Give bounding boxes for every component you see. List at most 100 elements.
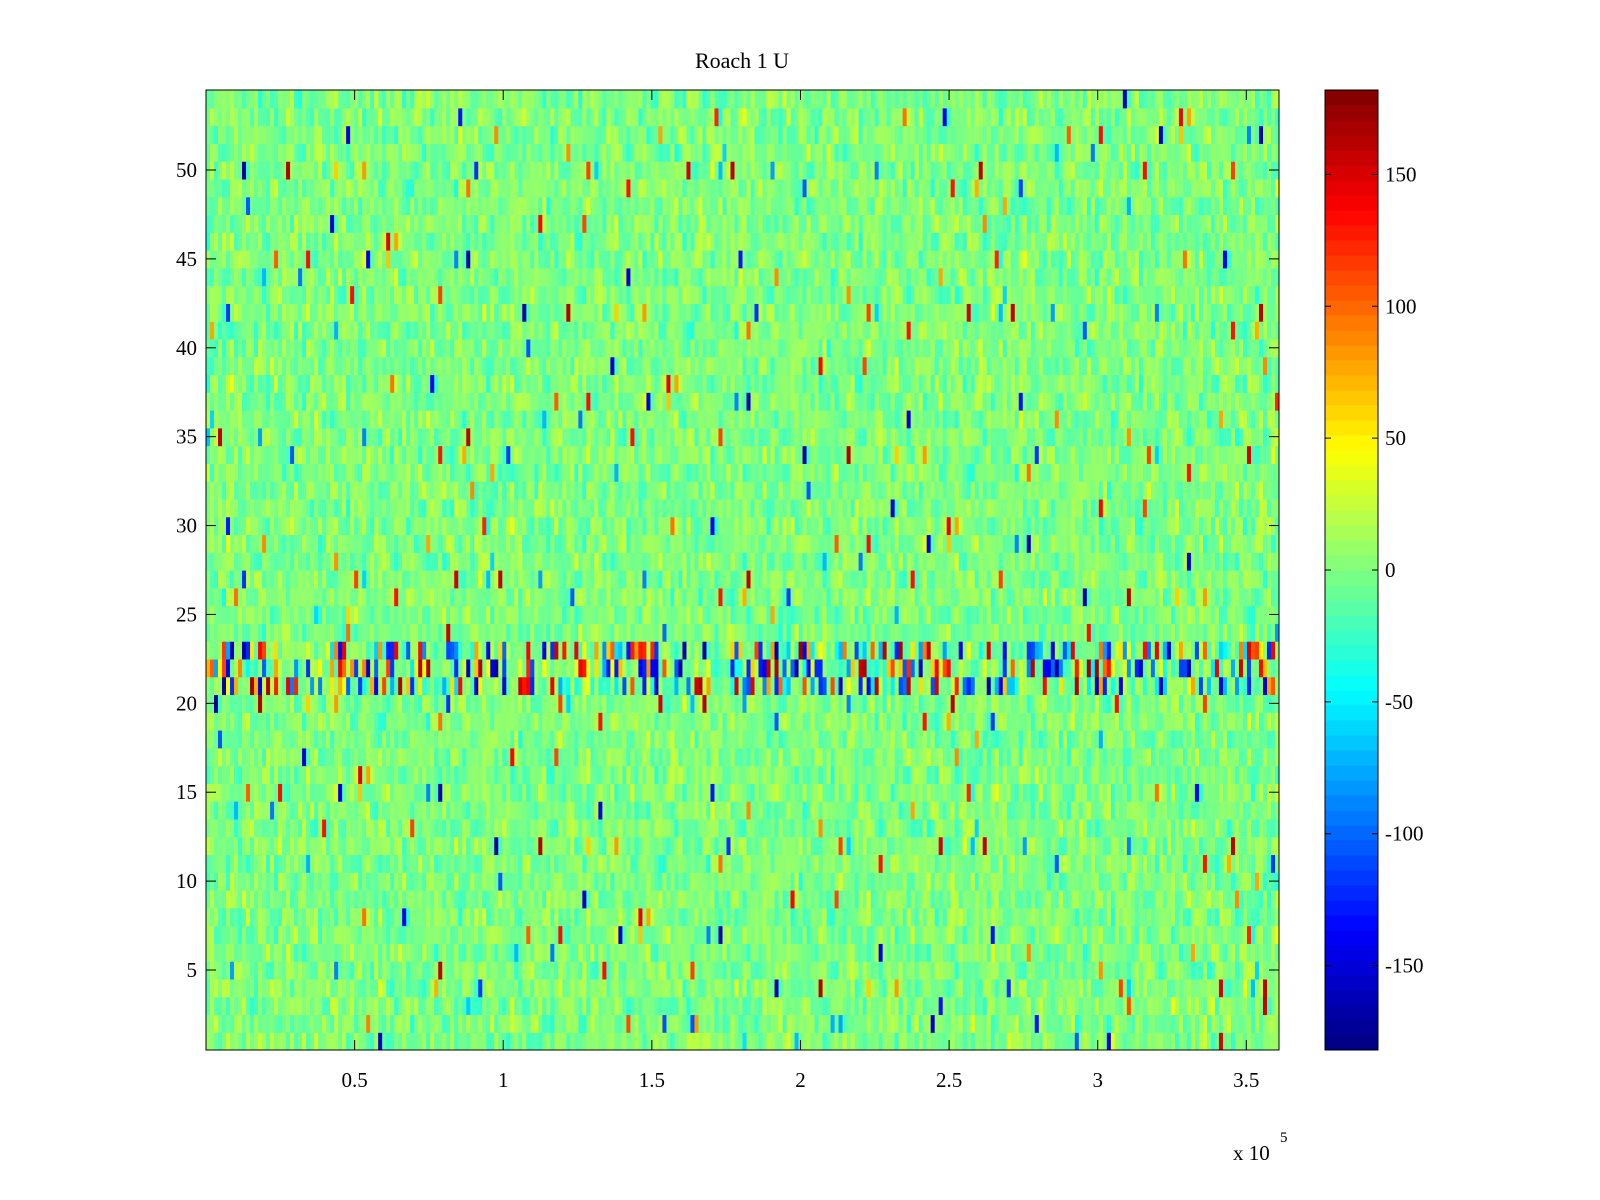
heatmap-cell	[426, 1014, 431, 1033]
heatmap-cell	[818, 712, 824, 731]
heatmap-cell	[958, 1032, 964, 1050]
heatmap-cell	[1062, 907, 1068, 927]
heatmap-cell	[290, 747, 295, 767]
heatmap-cell	[594, 943, 599, 962]
heatmap-cell	[418, 730, 423, 749]
heatmap-cell	[634, 872, 639, 891]
heatmap-cell	[722, 907, 728, 927]
heatmap-cell	[498, 747, 503, 767]
heatmap-cell	[662, 925, 668, 944]
heatmap-cell	[934, 801, 940, 820]
heatmap-cell	[1222, 836, 1228, 856]
heatmap-cell	[762, 961, 768, 980]
heatmap-cell	[934, 730, 940, 749]
heatmap-cell	[346, 801, 351, 820]
heatmap-cell	[554, 818, 559, 838]
heatmap-cell	[606, 925, 611, 944]
heatmap-cell	[370, 907, 375, 927]
heatmap-cell	[1146, 943, 1152, 962]
heatmap-cell	[350, 943, 355, 962]
heatmap-cell	[502, 854, 507, 873]
heatmap-cell	[218, 836, 223, 856]
heatmap-cell	[582, 1014, 587, 1033]
heatmap-cell	[910, 854, 916, 873]
heatmap-cell	[466, 818, 471, 838]
heatmap-cell	[714, 890, 720, 909]
heatmap-cell	[1022, 907, 1028, 927]
heatmap-cell	[990, 818, 996, 838]
heatmap-cell	[470, 1014, 475, 1033]
heatmap-cell	[1202, 747, 1208, 767]
heatmap-cell	[926, 730, 932, 749]
heatmap-cell	[586, 730, 591, 749]
heatmap-cell	[666, 890, 672, 909]
heatmap-cell	[710, 765, 716, 784]
heatmap-cell	[950, 818, 956, 838]
heatmap-cell	[762, 765, 768, 784]
heatmap-cell	[882, 818, 888, 838]
heatmap-cell	[1154, 747, 1160, 767]
heatmap-cell	[694, 978, 700, 998]
heatmap-cell	[1026, 801, 1032, 820]
heatmap-cell	[302, 961, 307, 980]
heatmap-cell	[1034, 961, 1040, 980]
heatmap-cell	[662, 996, 668, 1016]
heatmap-cell	[1042, 854, 1048, 873]
heatmap-cell	[718, 872, 724, 891]
heatmap-cell	[214, 978, 219, 998]
heatmap-cell	[626, 1014, 631, 1033]
heatmap-cell	[622, 801, 627, 820]
heatmap-cell	[438, 907, 443, 927]
heatmap-cell	[822, 836, 828, 856]
heatmap-cell	[590, 996, 595, 1016]
heatmap-cell	[1142, 925, 1148, 944]
heatmap-cell	[602, 836, 607, 856]
heatmap-cell	[1070, 872, 1076, 891]
heatmap-cell	[374, 818, 379, 838]
heatmap-cell	[790, 818, 796, 838]
heatmap-cell	[742, 712, 748, 731]
heatmap-cell	[582, 872, 587, 891]
heatmap-cell	[710, 747, 716, 767]
heatmap-cell	[822, 712, 828, 731]
heatmap-cell	[354, 836, 359, 856]
heatmap-cell	[1210, 765, 1216, 784]
heatmap-cell	[306, 765, 311, 784]
heatmap-cell	[926, 747, 932, 767]
heatmap-cell	[402, 818, 407, 838]
heatmap-cell	[982, 907, 988, 927]
heatmap-cell	[934, 961, 940, 980]
heatmap-cell	[826, 1032, 832, 1050]
heatmap-cell	[350, 818, 355, 838]
heatmap-cell	[262, 801, 267, 820]
heatmap-cell	[746, 818, 752, 838]
heatmap-cell	[1158, 765, 1164, 784]
heatmap-cell	[1130, 978, 1136, 998]
heatmap-cell	[554, 801, 559, 820]
heatmap-cell	[478, 978, 483, 998]
heatmap-cell	[1238, 978, 1244, 998]
heatmap-cell	[526, 854, 531, 873]
heatmap-cell	[686, 890, 692, 909]
heatmap-cell	[274, 783, 279, 802]
heatmap-cell	[922, 1014, 928, 1033]
heatmap-cell	[370, 961, 375, 980]
heatmap-cell	[282, 730, 287, 749]
heatmap-cell	[558, 872, 563, 891]
heatmap-cell	[306, 872, 311, 891]
heatmap-cell	[1270, 854, 1276, 873]
heatmap-cell	[1126, 943, 1132, 962]
heatmap-cell	[950, 854, 956, 873]
heatmap-cell	[562, 818, 567, 838]
heatmap-cell	[1094, 925, 1100, 944]
heatmap-cell	[214, 943, 219, 962]
heatmap-cell	[442, 943, 447, 962]
heatmap-cell	[254, 801, 259, 820]
heatmap-cell	[1102, 836, 1108, 856]
heatmap-cell	[786, 712, 792, 731]
heatmap-cell	[562, 943, 567, 962]
heatmap-cell	[778, 712, 784, 731]
heatmap-cell	[534, 854, 539, 873]
heatmap-cell	[694, 996, 700, 1016]
heatmap-cell	[650, 996, 656, 1016]
